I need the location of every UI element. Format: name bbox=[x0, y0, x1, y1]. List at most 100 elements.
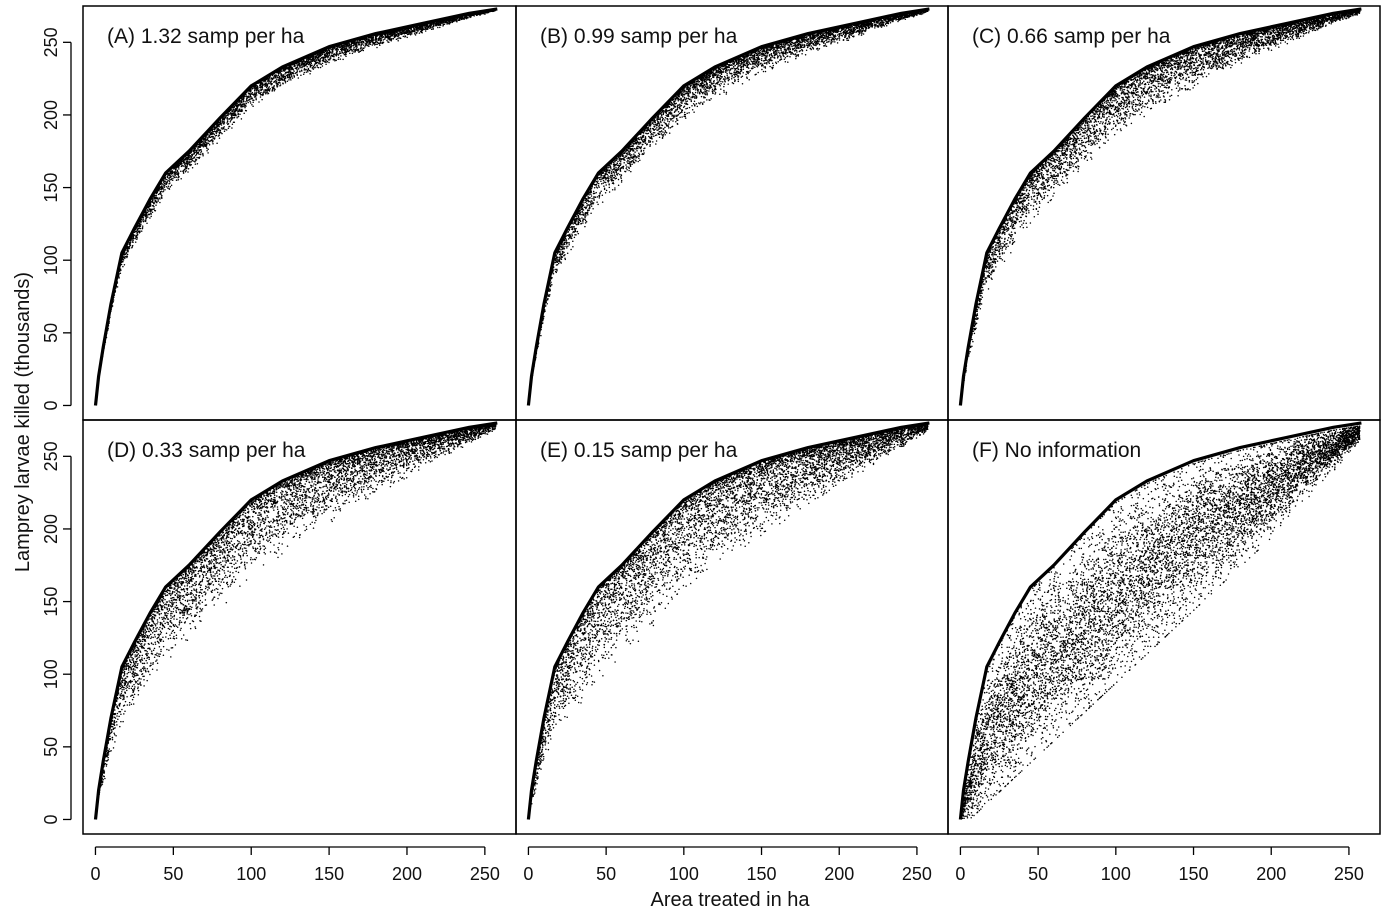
data-point bbox=[210, 139, 212, 141]
data-point bbox=[366, 44, 369, 47]
data-point bbox=[259, 92, 262, 95]
data-point bbox=[356, 45, 358, 47]
data-point bbox=[336, 49, 338, 51]
data-point bbox=[178, 175, 180, 178]
data-point bbox=[342, 52, 344, 55]
data-point bbox=[206, 149, 208, 152]
data-point bbox=[316, 57, 319, 60]
data-point bbox=[162, 191, 164, 193]
data-point bbox=[332, 55, 334, 57]
data-point bbox=[225, 129, 228, 131]
data-point bbox=[191, 158, 194, 160]
data-point bbox=[237, 103, 240, 106]
data-point bbox=[254, 91, 256, 94]
data-point bbox=[311, 64, 313, 66]
data-point bbox=[166, 175, 169, 178]
data-point bbox=[368, 45, 370, 48]
data-point bbox=[439, 26, 441, 29]
data-point bbox=[308, 69, 311, 72]
data-point bbox=[289, 77, 291, 80]
data-point bbox=[224, 128, 226, 131]
data-point bbox=[266, 80, 269, 82]
data-point bbox=[252, 101, 254, 103]
data-point bbox=[259, 96, 262, 98]
data-point bbox=[172, 175, 174, 177]
data-point bbox=[280, 75, 282, 77]
data-point bbox=[435, 24, 438, 27]
data-point bbox=[265, 92, 267, 95]
data-point bbox=[313, 60, 316, 62]
data-point bbox=[380, 42, 382, 44]
data-point bbox=[291, 75, 293, 78]
data-point bbox=[151, 200, 154, 203]
data-point bbox=[264, 83, 267, 85]
data-point bbox=[200, 149, 202, 151]
data-point bbox=[336, 47, 338, 49]
data-point bbox=[390, 40, 393, 42]
data-point bbox=[134, 237, 136, 240]
data-point bbox=[321, 56, 323, 59]
data-point bbox=[359, 47, 362, 50]
data-point bbox=[289, 76, 291, 79]
data-point bbox=[330, 48, 332, 50]
data-point bbox=[205, 139, 207, 142]
data-point bbox=[162, 183, 164, 185]
data-point bbox=[253, 99, 255, 101]
data-point bbox=[205, 146, 208, 148]
data-point bbox=[213, 133, 216, 135]
data-point bbox=[315, 59, 317, 62]
data-point bbox=[461, 18, 464, 20]
data-point bbox=[283, 70, 286, 72]
data-point bbox=[231, 127, 233, 129]
data-point bbox=[350, 44, 353, 47]
data-point bbox=[169, 171, 172, 173]
data-point bbox=[360, 46, 362, 49]
data-point bbox=[334, 49, 337, 51]
data-point bbox=[310, 56, 312, 59]
data-point bbox=[390, 38, 393, 41]
data-point bbox=[337, 56, 340, 59]
data-point bbox=[204, 140, 206, 143]
data-point bbox=[408, 27, 411, 30]
data-point bbox=[131, 244, 134, 247]
data-point bbox=[169, 174, 171, 177]
data-point bbox=[307, 63, 310, 66]
data-point bbox=[198, 153, 200, 155]
data-point bbox=[322, 51, 325, 54]
data-point bbox=[256, 91, 258, 94]
data-point bbox=[271, 86, 273, 89]
data-point bbox=[309, 64, 312, 67]
data-point bbox=[193, 156, 196, 158]
data-point bbox=[388, 41, 390, 44]
data-point bbox=[202, 145, 205, 148]
data-point bbox=[334, 60, 336, 62]
data-point bbox=[140, 224, 142, 226]
data-point bbox=[277, 83, 279, 85]
data-point bbox=[309, 73, 311, 75]
data-point bbox=[123, 264, 126, 266]
data-point bbox=[269, 88, 271, 90]
data-point bbox=[157, 200, 159, 202]
data-point bbox=[134, 234, 136, 236]
data-point bbox=[233, 121, 236, 124]
data-point bbox=[328, 54, 331, 56]
data-point bbox=[457, 19, 460, 21]
data-point bbox=[330, 51, 332, 54]
data-point bbox=[319, 57, 322, 60]
data-point bbox=[242, 100, 245, 103]
data-point bbox=[316, 54, 318, 57]
data-point bbox=[218, 131, 220, 134]
data-point bbox=[290, 74, 293, 76]
data-point bbox=[363, 42, 365, 44]
data-point bbox=[275, 78, 278, 80]
data-point bbox=[379, 39, 382, 42]
data-point bbox=[211, 131, 214, 133]
data-point bbox=[357, 42, 360, 44]
data-point bbox=[177, 176, 179, 179]
data-point bbox=[310, 62, 313, 65]
data-point bbox=[463, 18, 465, 20]
data-point bbox=[142, 218, 144, 221]
data-point bbox=[294, 65, 296, 67]
data-point bbox=[290, 68, 292, 71]
data-point bbox=[288, 74, 291, 76]
